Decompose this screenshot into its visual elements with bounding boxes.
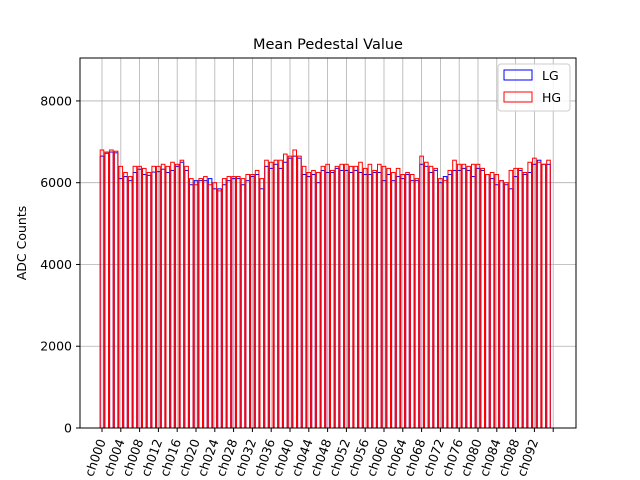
legend-box bbox=[497, 63, 571, 112]
grid-lines bbox=[80, 58, 576, 429]
legend-swatch-lg bbox=[503, 69, 533, 81]
legend-label-lg: LG bbox=[542, 68, 559, 83]
bars bbox=[99, 149, 551, 429]
chart-title: Mean Pedestal Value bbox=[253, 37, 403, 53]
y-axis: 0 2000 4000 6000 8000 bbox=[40, 93, 80, 436]
legend: LG HG bbox=[497, 63, 571, 112]
legend-label-hg: HG bbox=[542, 90, 561, 105]
y-tick-label: 2000 bbox=[40, 339, 72, 354]
y-axis-label: ADC Counts bbox=[14, 206, 29, 281]
y-tick-label: 6000 bbox=[40, 175, 72, 190]
y-tick-label: 4000 bbox=[40, 257, 72, 272]
y-tick-label: 8000 bbox=[40, 93, 72, 108]
y-tick-label: 0 bbox=[64, 421, 72, 436]
legend-swatch-hg bbox=[503, 91, 533, 103]
